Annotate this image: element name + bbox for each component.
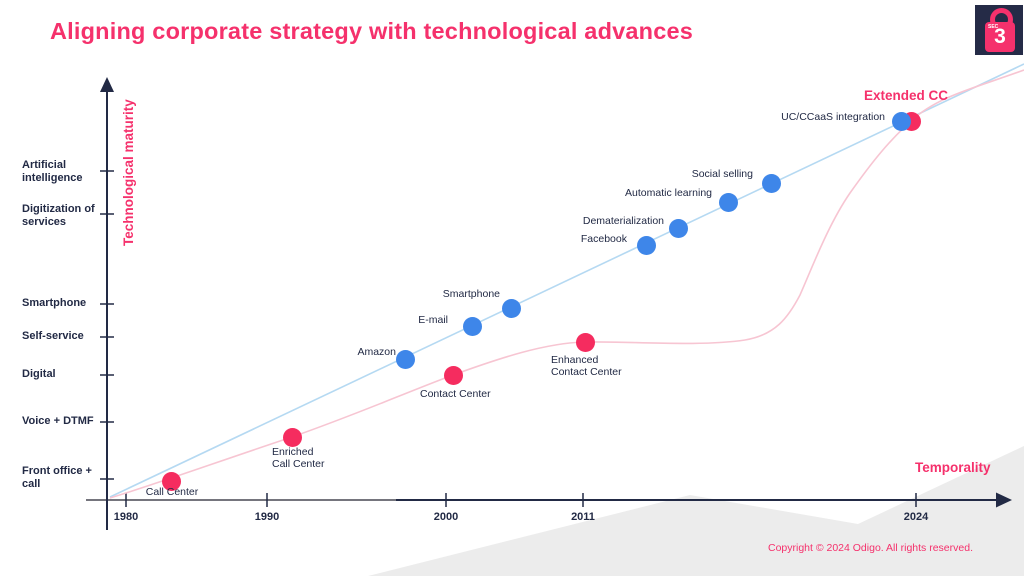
technology-trend-line: [109, 63, 1024, 498]
technology-label-uc-ccaas-integration: UC/CCaaS integration: [781, 111, 885, 123]
technology-dot-amazon: [395, 349, 415, 369]
y-tick-label-smartphone: Smartphone: [22, 297, 87, 309]
x-tick-label-1980: 1980: [113, 511, 139, 523]
strategy-label-contact-center: Contact Center: [420, 388, 491, 400]
x-tick-label-2000: 2000: [433, 511, 459, 523]
technology-dot-e-mail: [462, 316, 482, 336]
strategy-label-call-center: Call Center: [145, 486, 199, 498]
x-tick-label-2024: 2024: [903, 511, 929, 523]
technology-dot-uc-ccaas-integration: [891, 111, 911, 131]
strategy-dot-call-center: [161, 471, 181, 491]
technology-label-amazon: Amazon: [357, 346, 396, 358]
tick-marks: [100, 170, 917, 507]
y-tick-label-front-office-call: Front office + call: [22, 465, 92, 490]
y-tick-label-artificial-intelligence: Artificial intelligence: [22, 159, 83, 184]
strategy-dot-enhanced-contact-center: [575, 332, 595, 352]
x-axis-arrowhead: [996, 492, 1012, 508]
background-mountain-shape: [368, 446, 1024, 576]
technology-label-smartphone: Smartphone: [442, 288, 500, 300]
sec3-logo-badge: SEC 3: [975, 5, 1023, 55]
technology-dot-facebook: [636, 235, 656, 255]
technology-label-automatic-learning: Automatic learning: [625, 187, 712, 199]
technology-label-facebook: Facebook: [580, 233, 627, 245]
strategy-curve: [109, 69, 1024, 499]
copyright-text: Copyright © 2024 Odigo. All rights reser…: [767, 542, 973, 554]
y-axis-arrowhead: [100, 77, 114, 92]
technology-dot-dematerialization: [668, 218, 688, 238]
y-tick-label-voice-dtmf: Voice + DTMF: [22, 415, 94, 427]
y-tick-label-digitization-of-services: Digitization of services: [22, 203, 95, 228]
strategy-dot-enriched-call-center: [282, 427, 302, 447]
technology-label-social-selling: Social selling: [691, 168, 753, 180]
y-tick-label-self-service: Self-service: [22, 330, 84, 342]
technology-dot-automatic-learning: [718, 192, 738, 212]
x-tick-label-1990: 1990: [254, 511, 280, 523]
technology-label-dematerialization: Dematerialization: [582, 215, 664, 227]
technology-dot-social-selling: [761, 173, 781, 193]
logo-number: 3: [994, 25, 1006, 48]
y-axis-title: Technological maturity: [121, 99, 136, 246]
strategy-dot-contact-center: [443, 365, 463, 385]
padlock-body-icon: SEC 3: [985, 22, 1015, 52]
technology-label-e-mail: E-mail: [418, 314, 448, 326]
logo-small-text: SEC: [988, 24, 999, 30]
strategy-label-enriched-call-center: Enriched Call Center: [272, 446, 325, 470]
strategy-label-extended-cc: Extended CC: [863, 88, 949, 103]
x-axis-title: Temporality: [915, 460, 991, 475]
technology-dot-smartphone: [501, 298, 521, 318]
y-tick-label-digital: Digital: [22, 368, 56, 380]
x-tick-label-2011: 2011: [571, 511, 595, 523]
strategy-label-enhanced-contact-center: Enhanced Contact Center: [551, 354, 622, 378]
slide-title: Aligning corporate strategy with technol…: [50, 18, 694, 44]
